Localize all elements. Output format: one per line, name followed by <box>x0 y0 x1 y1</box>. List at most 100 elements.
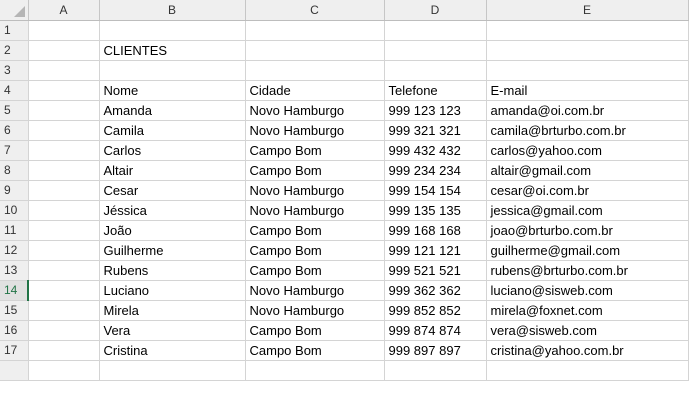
cell-b[interactable] <box>99 20 246 41</box>
cell-b[interactable]: CLIENTES <box>99 40 246 61</box>
row-header[interactable]: 13 <box>0 260 29 281</box>
cell-c[interactable]: Novo Hamburgo <box>245 120 385 141</box>
cell-c[interactable]: Campo Bom <box>245 340 385 361</box>
cell-b[interactable]: Vera <box>99 320 246 341</box>
cell-a[interactable] <box>28 280 100 301</box>
cell-b[interactable]: Cesar <box>99 180 246 201</box>
column-header-c[interactable]: C <box>245 0 385 21</box>
cell-c[interactable]: Campo Bom <box>245 160 385 181</box>
cell-a[interactable] <box>28 260 100 281</box>
select-all-corner[interactable] <box>0 0 29 21</box>
cell-e[interactable]: rubens@brturbo.com.br <box>486 260 689 281</box>
cell-a[interactable] <box>28 100 100 121</box>
cell-c[interactable]: Campo Bom <box>245 140 385 161</box>
cell-a[interactable] <box>28 40 100 61</box>
cell-b[interactable]: Guilherme <box>99 240 246 261</box>
cell-a[interactable] <box>28 220 100 241</box>
cell-d[interactable]: 999 154 154 <box>384 180 487 201</box>
cell-a[interactable] <box>28 20 100 41</box>
row-header[interactable]: 16 <box>0 320 29 341</box>
empty-cell[interactable] <box>99 360 246 381</box>
cell-d[interactable]: 999 121 121 <box>384 240 487 261</box>
cell-e[interactable]: mirela@foxnet.com <box>486 300 689 321</box>
cell-d[interactable]: 999 874 874 <box>384 320 487 341</box>
empty-cell[interactable] <box>384 360 487 381</box>
cell-c[interactable]: Novo Hamburgo <box>245 300 385 321</box>
row-header[interactable]: 4 <box>0 80 29 101</box>
row-header[interactable]: 6 <box>0 120 29 141</box>
cell-b[interactable]: Rubens <box>99 260 246 281</box>
cell-b[interactable]: Amanda <box>99 100 246 121</box>
row-header[interactable]: 17 <box>0 340 29 361</box>
cell-c[interactable]: Campo Bom <box>245 320 385 341</box>
cell-c[interactable]: Novo Hamburgo <box>245 180 385 201</box>
cell-d[interactable] <box>384 60 487 81</box>
column-header-e[interactable]: E <box>486 0 689 21</box>
cell-e[interactable]: cristina@yahoo.com.br <box>486 340 689 361</box>
cell-d[interactable]: 999 852 852 <box>384 300 487 321</box>
cell-c[interactable] <box>245 60 385 81</box>
cell-d[interactable]: 999 897 897 <box>384 340 487 361</box>
row-header[interactable]: 2 <box>0 40 29 61</box>
column-header-a[interactable]: A <box>28 0 100 21</box>
cell-e[interactable]: E-mail <box>486 80 689 101</box>
cell-d[interactable]: 999 321 321 <box>384 120 487 141</box>
cell-e[interactable]: jessica@gmail.com <box>486 200 689 221</box>
empty-cell[interactable] <box>28 360 100 381</box>
cell-e[interactable] <box>486 60 689 81</box>
cell-c[interactable]: Novo Hamburgo <box>245 100 385 121</box>
cell-a[interactable] <box>28 320 100 341</box>
cell-e[interactable] <box>486 40 689 61</box>
cell-d[interactable]: 999 135 135 <box>384 200 487 221</box>
cell-d[interactable] <box>384 20 487 41</box>
row-header[interactable]: 1 <box>0 20 29 41</box>
row-header[interactable]: 15 <box>0 300 29 321</box>
cell-a[interactable] <box>28 180 100 201</box>
cell-c[interactable]: Novo Hamburgo <box>245 280 385 301</box>
cell-e[interactable]: camila@brturbo.com.br <box>486 120 689 141</box>
cell-d[interactable] <box>384 40 487 61</box>
cell-a[interactable] <box>28 200 100 221</box>
cell-e[interactable]: carlos@yahoo.com <box>486 140 689 161</box>
cell-b[interactable]: Mirela <box>99 300 246 321</box>
cell-c[interactable]: Cidade <box>245 80 385 101</box>
cell-e[interactable]: amanda@oi.com.br <box>486 100 689 121</box>
row-header[interactable]: 10 <box>0 200 29 221</box>
cell-d[interactable]: 999 521 521 <box>384 260 487 281</box>
row-header[interactable]: 11 <box>0 220 29 241</box>
row-header[interactable]: 8 <box>0 160 29 181</box>
cell-c[interactable]: Campo Bom <box>245 220 385 241</box>
row-header[interactable]: 5 <box>0 100 29 121</box>
cell-b[interactable]: Luciano <box>99 280 246 301</box>
row-header[interactable]: 3 <box>0 60 29 81</box>
row-header[interactable]: 14 <box>0 280 29 301</box>
cell-d[interactable]: 999 123 123 <box>384 100 487 121</box>
cell-a[interactable] <box>28 60 100 81</box>
cell-b[interactable] <box>99 60 246 81</box>
cell-e[interactable]: joao@brturbo.com.br <box>486 220 689 241</box>
row-header[interactable]: 7 <box>0 140 29 161</box>
cell-a[interactable] <box>28 120 100 141</box>
cell-d[interactable]: 999 234 234 <box>384 160 487 181</box>
cell-b[interactable]: Jéssica <box>99 200 246 221</box>
cell-a[interactable] <box>28 240 100 261</box>
cell-d[interactable]: Telefone <box>384 80 487 101</box>
cell-e[interactable]: vera@sisweb.com <box>486 320 689 341</box>
empty-cell[interactable] <box>245 360 385 381</box>
cell-c[interactable] <box>245 20 385 41</box>
cell-c[interactable] <box>245 40 385 61</box>
cell-c[interactable]: Campo Bom <box>245 240 385 261</box>
cell-e[interactable]: luciano@sisweb.com <box>486 280 689 301</box>
cell-a[interactable] <box>28 140 100 161</box>
cell-b[interactable]: Nome <box>99 80 246 101</box>
cell-e[interactable]: altair@gmail.com <box>486 160 689 181</box>
empty-cell[interactable] <box>486 360 689 381</box>
column-header-b[interactable]: B <box>99 0 246 21</box>
cell-d[interactable]: 999 168 168 <box>384 220 487 241</box>
cell-d[interactable]: 999 362 362 <box>384 280 487 301</box>
cell-a[interactable] <box>28 340 100 361</box>
cell-e[interactable]: cesar@oi.com.br <box>486 180 689 201</box>
cell-d[interactable]: 999 432 432 <box>384 140 487 161</box>
cell-e[interactable] <box>486 20 689 41</box>
row-header[interactable]: 12 <box>0 240 29 261</box>
